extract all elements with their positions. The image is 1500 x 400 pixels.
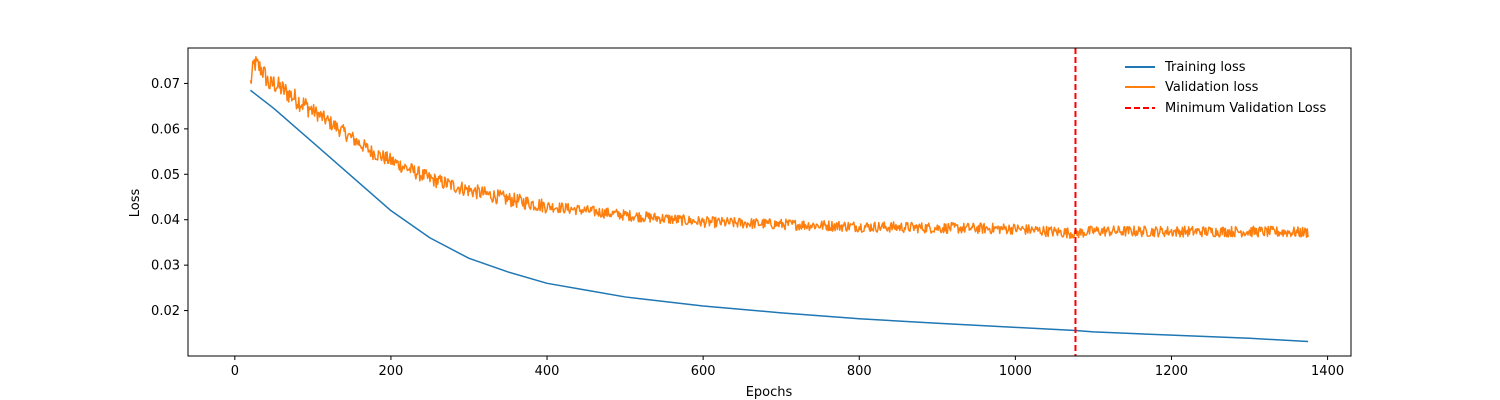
y-tick-label: 0.05 [151, 168, 180, 183]
x-tick-label: 1400 [1311, 364, 1344, 379]
legend-label-minimum-validation-loss: Minimum Validation Loss [1165, 101, 1326, 116]
y-tick-label: 0.03 [151, 259, 180, 274]
x-tick-label: 1000 [999, 364, 1032, 379]
plot-frame [187, 47, 1352, 357]
legend: Training loss Validation loss Minimum Va… [1125, 60, 1326, 116]
x-ticks: 0 200 400 600 800 1000 1200 1400 [231, 356, 1344, 379]
x-tick-label: 800 [847, 364, 872, 379]
y-tick-label: 0.06 [151, 122, 180, 137]
x-tick-label: 400 [535, 364, 560, 379]
x-tick-label: 600 [691, 364, 716, 379]
x-tick-label: 0 [231, 364, 239, 379]
y-tick-label: 0.07 [151, 77, 180, 92]
x-axis-label: Epochs [746, 385, 793, 400]
x-tick-label: 200 [379, 364, 404, 379]
validation-loss-line [249, 55, 1309, 240]
y-tick-label: 0.02 [151, 304, 180, 319]
legend-label-training-loss: Training loss [1164, 60, 1246, 75]
x-tick-label: 1200 [1155, 364, 1188, 379]
training-loss-line [249, 89, 1309, 343]
legend-label-validation-loss: Validation loss [1165, 80, 1259, 95]
series-layer [249, 55, 1309, 343]
y-tick-label: 0.04 [151, 213, 180, 228]
y-axis-label: Loss [128, 189, 143, 218]
y-ticks: 0.02 0.03 0.04 0.05 0.06 0.07 [151, 77, 188, 319]
